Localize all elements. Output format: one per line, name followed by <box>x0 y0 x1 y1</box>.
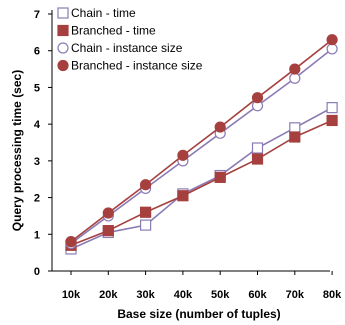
data-point <box>251 142 264 154</box>
legend-label: Branched - time <box>71 24 156 38</box>
series-4 <box>65 34 338 248</box>
legend-item: Chain - time <box>57 6 136 20</box>
x-tick-labels: 10k 20k 30k 40k 50k 60k 70k 80k <box>62 271 342 301</box>
y-tick-labels: 0 1 2 3 4 5 6 7 <box>34 9 52 278</box>
chart-axes <box>51 10 330 272</box>
data-point <box>326 34 338 46</box>
legend-label: Chain - time <box>71 6 136 20</box>
x-tick-label: 30k <box>136 289 155 301</box>
x-tick-label: 70k <box>286 289 305 301</box>
data-point <box>177 149 189 161</box>
y-tick-label: 0 <box>34 266 40 278</box>
legend-label: Chain - instance size <box>71 41 183 55</box>
legend-marker <box>57 59 69 72</box>
data-point <box>65 236 77 248</box>
series-line <box>70 119 333 247</box>
data-point <box>326 43 338 55</box>
data-point <box>326 102 338 114</box>
data-point <box>177 190 189 202</box>
legend-marker <box>57 7 69 19</box>
data-point <box>140 206 152 218</box>
series-2 <box>65 114 338 251</box>
data-point <box>102 207 114 219</box>
data-point <box>251 153 264 165</box>
data-point <box>214 121 226 133</box>
data-point <box>289 72 301 84</box>
x-tick-label: 20k <box>99 289 118 301</box>
y-axis-label: Query processing time (sec) <box>10 70 24 231</box>
data-point <box>140 219 152 231</box>
x-tick-label: 60k <box>248 289 267 301</box>
series-line <box>70 48 333 245</box>
legend-item: Branched - instance size <box>57 59 203 73</box>
y-tick-label: 3 <box>34 156 40 168</box>
x-tick-label: 80k <box>323 289 342 301</box>
data-point <box>214 171 226 183</box>
series-layer <box>65 34 338 255</box>
data-point <box>251 92 264 104</box>
y-tick-label: 5 <box>34 82 40 94</box>
data-point <box>289 122 301 134</box>
legend-item: Branched - time <box>57 24 156 38</box>
y-tick-label: 2 <box>34 193 40 205</box>
data-point <box>326 114 338 127</box>
data-point <box>102 225 114 237</box>
legend-label: Branched - instance size <box>71 59 203 73</box>
legend-item: Chain - instance size <box>57 41 183 55</box>
y-tick-label: 4 <box>34 119 41 131</box>
legend: Chain - time Branched - time Chain - insta… <box>57 6 203 73</box>
data-point <box>140 179 152 191</box>
legend-marker <box>57 42 69 54</box>
x-tick-label: 50k <box>211 289 230 301</box>
y-tick-label: 7 <box>34 9 40 21</box>
data-point <box>289 131 301 143</box>
series-line <box>70 106 333 250</box>
y-tick-label: 6 <box>34 46 40 58</box>
x-tick-label: 10k <box>62 289 81 301</box>
y-tick-label: 1 <box>34 229 40 241</box>
x-tick-label: 40k <box>174 289 193 301</box>
series-line <box>70 39 333 243</box>
x-axis-label: Base size (number of tuples) <box>117 307 280 321</box>
data-point <box>289 63 301 75</box>
legend-marker <box>57 24 69 37</box>
